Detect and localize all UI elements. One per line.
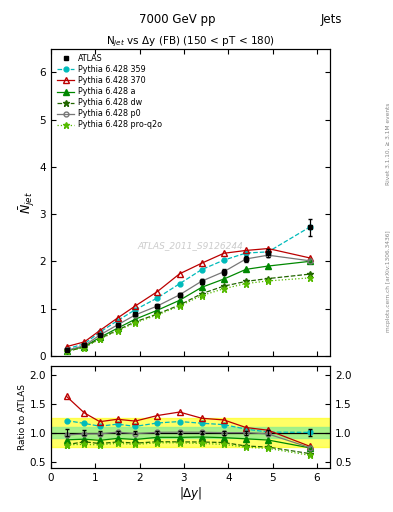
Title: N$_{jet}$ vs $\Delta$y (FB) (150 < pT < 180): N$_{jet}$ vs $\Delta$y (FB) (150 < pT < … [106, 34, 275, 49]
Text: Jets: Jets [320, 13, 342, 26]
Text: Rivet 3.1.10, ≥ 3.1M events: Rivet 3.1.10, ≥ 3.1M events [386, 102, 391, 184]
Legend: ATLAS, Pythia 6.428 359, Pythia 6.428 370, Pythia 6.428 a, Pythia 6.428 dw, Pyth: ATLAS, Pythia 6.428 359, Pythia 6.428 37… [55, 53, 163, 131]
X-axis label: $|\Delta y|$: $|\Delta y|$ [179, 485, 202, 502]
Bar [51, 418, 330, 447]
Y-axis label: Ratio to ATLAS: Ratio to ATLAS [18, 385, 27, 450]
Y-axis label: $\bar{N}_{jet}$: $\bar{N}_{jet}$ [17, 191, 37, 214]
Text: ATLAS_2011_S9126244: ATLAS_2011_S9126244 [138, 241, 244, 250]
Text: mcplots.cern.ch [arXiv:1306.3436]: mcplots.cern.ch [arXiv:1306.3436] [386, 231, 391, 332]
Text: 7000 GeV pp: 7000 GeV pp [139, 13, 215, 26]
Bar [51, 427, 330, 438]
